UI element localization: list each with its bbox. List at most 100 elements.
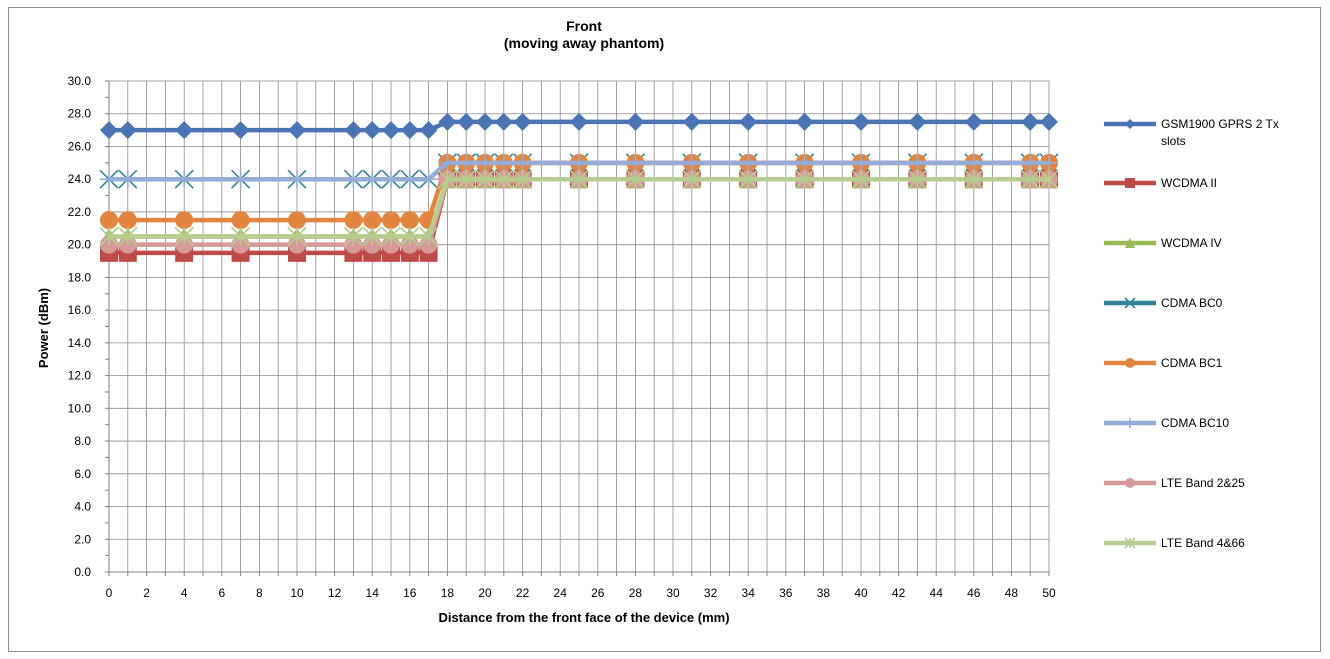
- y-tick-label: 6.0: [74, 467, 91, 481]
- data-point: [908, 153, 927, 172]
- legend-label: CDMA BC1: [1161, 356, 1223, 370]
- legend-label-line: GSM1900 GPRS 2 Tx: [1161, 117, 1279, 131]
- data-point: [363, 211, 382, 230]
- x-tick-label: 4: [181, 586, 188, 600]
- x-tick-label: 28: [629, 586, 643, 600]
- data-point: [852, 153, 870, 172]
- data-point: [1039, 169, 1059, 189]
- legend-swatch-marker: [1125, 418, 1135, 428]
- tick-labels: 0.0 2.0 4.0 6.0 8.0 10.0 12.0 14.0 16.0 18.0 20.0 2…: [68, 74, 1056, 600]
- data-point: [438, 112, 457, 131]
- data-point: [625, 169, 646, 189]
- data-point: [175, 170, 194, 189]
- x-tick-label: 42: [892, 586, 906, 600]
- x-tick-label: 8: [256, 586, 263, 600]
- data-point: [175, 211, 194, 230]
- data-point: [795, 112, 814, 131]
- legend-item: GSM1900 GPRS 2 Tx slots: [1104, 117, 1279, 148]
- legend-swatch-marker: [1125, 358, 1135, 368]
- data-point: [100, 170, 118, 189]
- data-point: [343, 226, 364, 247]
- data-point: [494, 153, 513, 172]
- x-tick-label: 6: [218, 586, 225, 600]
- grid-lines: [109, 80, 1050, 572]
- data-point: [476, 153, 494, 172]
- data-point: [1021, 153, 1040, 172]
- y-tick-label: 30.0: [68, 74, 92, 88]
- data-point: [99, 226, 119, 247]
- data-point: [382, 211, 400, 230]
- legend-label: GSM1900 GPRS 2 Tx slots: [1161, 117, 1279, 148]
- data-point: [118, 121, 137, 140]
- x-tick-label: 16: [403, 586, 417, 600]
- data-point: [682, 112, 701, 131]
- y-tick-label: 20.0: [68, 238, 92, 252]
- data-point: [457, 153, 476, 172]
- data-point: [569, 169, 589, 189]
- data-point: [231, 211, 250, 230]
- legend-item: WCDMA II: [1104, 176, 1217, 190]
- chart-subtitle: (moving away phantom): [504, 35, 664, 51]
- x-tick-label: 20: [478, 586, 492, 600]
- legend-item: CDMA BC1: [1104, 356, 1223, 370]
- x-tick-label: 30: [666, 586, 680, 600]
- data-point: [362, 226, 382, 247]
- data-point: [400, 211, 419, 230]
- data-point: [438, 153, 457, 172]
- data-point: [363, 170, 382, 189]
- data-point: [100, 211, 118, 230]
- series-8: [99, 169, 1059, 247]
- x-tick-label: 36: [779, 586, 793, 600]
- data-point: [231, 170, 250, 189]
- legend-item: LTE Band 2&25: [1104, 476, 1245, 490]
- legend-label: WCDMA II: [1161, 176, 1217, 190]
- data-point: [382, 121, 400, 140]
- x-tick-label: 40: [854, 586, 868, 600]
- data-point: [363, 121, 382, 140]
- data-point: [795, 153, 814, 172]
- data-point: [513, 153, 532, 172]
- legend-label: LTE Band 2&25: [1161, 476, 1245, 490]
- data-point: [400, 226, 420, 247]
- data-point: [682, 169, 702, 189]
- legend-item: WCDMA IV: [1104, 236, 1222, 250]
- data-point: [230, 226, 251, 247]
- legend-label: WCDMA IV: [1161, 236, 1222, 250]
- x-tick-label: 34: [742, 586, 756, 600]
- series-6: [100, 153, 1058, 189]
- data-point: [964, 112, 983, 131]
- data-point: [174, 226, 194, 247]
- x-tick-label: 22: [516, 586, 530, 600]
- y-tick-label: 16.0: [68, 303, 92, 317]
- y-tick-label: 28.0: [68, 107, 92, 121]
- legend-swatch-marker: [1125, 478, 1135, 488]
- data-point: [626, 112, 645, 131]
- data-point: [1021, 112, 1040, 131]
- y-axis-title: Power (dBm): [36, 288, 51, 368]
- data-point: [118, 211, 137, 230]
- data-point: [907, 169, 928, 189]
- data-point: [1040, 153, 1058, 172]
- data-point: [851, 169, 871, 189]
- data-point: [400, 170, 419, 189]
- data-point: [739, 153, 758, 172]
- x-tick-label: 50: [1042, 586, 1056, 600]
- series-1: [100, 112, 1058, 140]
- data-point: [382, 170, 400, 189]
- legend-label: CDMA BC0: [1161, 296, 1223, 310]
- data-point: [512, 169, 533, 189]
- x-tick-label: 18: [441, 586, 455, 600]
- x-tick-label: 26: [591, 586, 605, 600]
- data-point: [476, 112, 494, 131]
- y-tick-label: 26.0: [68, 139, 92, 153]
- data-point: [456, 169, 476, 189]
- data-point: [682, 153, 701, 172]
- axes: [105, 80, 1050, 576]
- legend-swatch-marker: [1125, 119, 1135, 129]
- data-point: [381, 226, 401, 247]
- x-tick-label: 32: [704, 586, 718, 600]
- y-tick-label: 24.0: [68, 172, 92, 186]
- data-point: [419, 121, 438, 140]
- x-tick-label: 10: [290, 586, 304, 600]
- data-point: [288, 170, 306, 189]
